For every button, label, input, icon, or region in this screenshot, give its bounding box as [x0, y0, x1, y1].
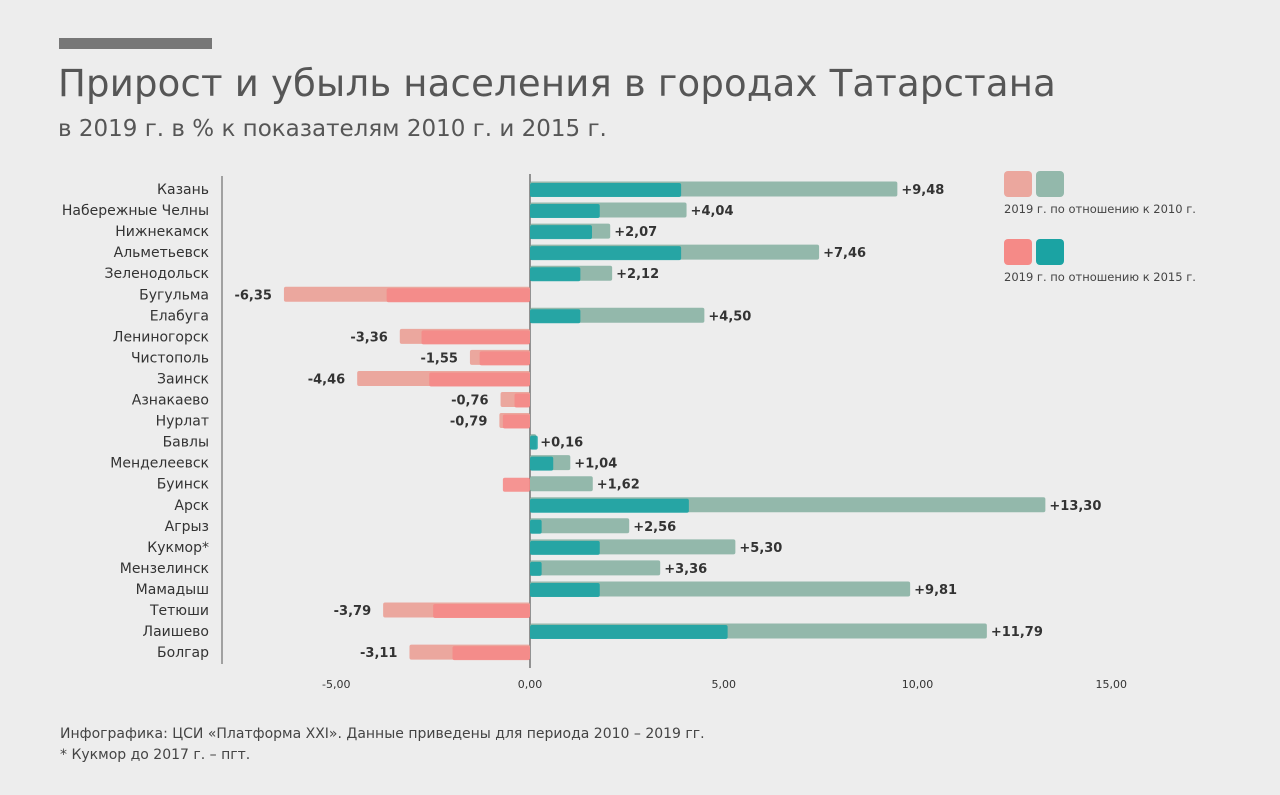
- bar-2015: [530, 309, 581, 324]
- legend-swatch-growth-2015: [1036, 239, 1064, 265]
- category-label: Набережные Челны: [62, 203, 209, 219]
- bar-2010: [530, 518, 630, 534]
- data-label: +1,62: [597, 478, 640, 493]
- bar-2015: [530, 246, 682, 261]
- data-label: +7,46: [823, 246, 866, 261]
- bar-2015: [530, 582, 600, 597]
- category-label: Болгар: [157, 645, 209, 661]
- legend-item-2010: 2019 г. по отношению к 2010 г.: [1004, 171, 1196, 216]
- category-label: Заинск: [157, 371, 209, 387]
- footnote-source: Инфографика: ЦСИ «Платформа XXI». Данные…: [60, 726, 705, 742]
- bar-2010: [530, 581, 911, 597]
- bar-2015: [530, 267, 581, 282]
- bar-2015: [421, 330, 530, 345]
- x-tick-label: 0,00: [518, 678, 543, 691]
- category-label: Бугульма: [139, 287, 209, 303]
- x-tick-label: 15,00: [1096, 678, 1128, 691]
- data-label: +4,04: [691, 204, 734, 219]
- bar-2015: [530, 625, 728, 640]
- bar-2015: [479, 351, 530, 366]
- data-label: +11,79: [991, 625, 1043, 640]
- category-label: Нурлат: [156, 414, 209, 430]
- bar-2015: [530, 498, 689, 513]
- category-label: Лаишево: [143, 624, 209, 640]
- data-label: +0,16: [540, 436, 583, 451]
- footnote-note: * Кукмор до 2017 г. – пгт.: [60, 747, 251, 763]
- bar-2015: [530, 561, 542, 576]
- bar-2015: [530, 183, 682, 197]
- data-label: -0,76: [451, 394, 488, 409]
- category-label: Азнакаево: [132, 393, 209, 409]
- chart-title: Прирост и убыль населения в городах Тата…: [58, 62, 1057, 105]
- data-label: -1,55: [420, 351, 457, 366]
- data-label: +2,07: [614, 225, 657, 240]
- data-label: -4,46: [308, 372, 345, 387]
- category-label: Чистополь: [131, 350, 209, 366]
- category-label: Арск: [174, 498, 209, 514]
- category-label: Буинск: [157, 477, 209, 493]
- bar-2015: [530, 204, 600, 219]
- bar-2015: [452, 646, 530, 661]
- data-label: +1,04: [574, 457, 617, 472]
- category-label: Менделеевск: [110, 456, 209, 472]
- data-label: -3,11: [360, 646, 397, 661]
- bar-2015: [429, 372, 530, 387]
- data-label: -0,79: [450, 415, 487, 430]
- category-label: Зеленодольск: [105, 266, 209, 282]
- legend-label-2010: 2019 г. по отношению к 2010 г.: [1004, 202, 1196, 216]
- data-label: +2,12: [616, 267, 659, 282]
- title-accent-bar: [59, 38, 212, 49]
- bar-2015: [514, 393, 530, 408]
- bar-2015: [502, 414, 530, 429]
- data-label: +3,36: [664, 562, 707, 577]
- legend-item-2015: 2019 г. по отношению к 2015 г.: [1004, 239, 1196, 284]
- category-label: Кукмор*: [147, 540, 209, 556]
- x-tick-label: -5,00: [322, 678, 350, 691]
- category-label: Мамадыш: [136, 582, 209, 598]
- category-label: Лениногорск: [113, 329, 209, 345]
- bar-2015: [530, 225, 592, 240]
- category-label: Тетюши: [149, 603, 209, 619]
- category-label: Агрыз: [165, 519, 209, 535]
- data-label: +5,30: [739, 541, 782, 556]
- bar-2015: [502, 477, 530, 492]
- data-label: +2,56: [633, 520, 676, 535]
- category-label: Альметьевск: [114, 245, 209, 261]
- bar-2015: [433, 604, 530, 618]
- legend-swatch-decline-2015: [1004, 239, 1032, 265]
- legend-swatch-growth-2010: [1036, 171, 1064, 197]
- data-label: -3,36: [350, 330, 387, 345]
- category-label: Мензелинск: [120, 561, 209, 577]
- bar-2015: [530, 435, 538, 450]
- data-label: +9,81: [914, 583, 957, 598]
- bar-2010: [530, 560, 661, 576]
- category-label: Нижнекамск: [115, 224, 209, 240]
- data-label: +9,48: [901, 183, 944, 198]
- bar-2015: [386, 288, 530, 303]
- bar-2015: [530, 456, 554, 471]
- x-tick-label: 10,00: [902, 678, 934, 691]
- legend-swatch-decline-2010: [1004, 171, 1032, 197]
- category-label: Елабуга: [150, 308, 209, 324]
- data-label: -3,79: [334, 604, 371, 619]
- chart-subtitle: в 2019 г. в % к показателям 2010 г. и 20…: [58, 116, 607, 142]
- data-label: +4,50: [708, 309, 751, 324]
- x-tick-label: 5,00: [712, 678, 737, 691]
- category-label: Бавлы: [163, 435, 209, 451]
- data-label: -6,35: [234, 288, 271, 303]
- data-label: +13,30: [1049, 499, 1101, 514]
- bar-2015: [530, 519, 542, 534]
- bar-2010: [530, 476, 593, 492]
- bar-2015: [530, 540, 600, 555]
- legend-label-2015: 2019 г. по отношению к 2015 г.: [1004, 270, 1196, 284]
- category-label: Казань: [157, 182, 209, 198]
